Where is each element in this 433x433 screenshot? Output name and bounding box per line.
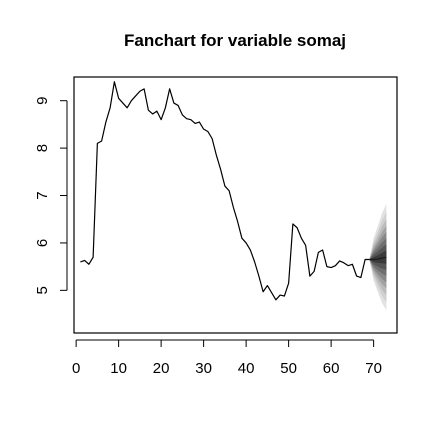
forecast-center-line [369, 256, 387, 261]
x-tick-label: 20 [153, 360, 170, 377]
y-tick-label: 7 [34, 191, 51, 199]
y-tick-label: 9 [34, 97, 51, 105]
plot-area [73, 76, 398, 334]
x-tick-label: 70 [365, 360, 382, 377]
chart-title: Fanchart for variable somaj [124, 31, 346, 50]
series-layer [80, 81, 370, 301]
forecast-fan [369, 204, 387, 311]
x-tick-label: 30 [195, 360, 212, 377]
y-tick-label: 8 [34, 144, 51, 152]
x-tick-label: 40 [238, 360, 255, 377]
series-line-0 [80, 81, 370, 301]
x-axis: 0 10 20 30 40 50 60 70 [72, 339, 382, 377]
x-tick-label: 50 [280, 360, 297, 377]
x-tick-label: 60 [323, 360, 340, 377]
x-tick-label: 10 [110, 360, 127, 377]
y-tick-label: 6 [34, 239, 51, 247]
x-tick-label: 0 [72, 360, 80, 377]
fan-band-10 [369, 250, 387, 264]
y-tick-label: 5 [34, 286, 51, 294]
y-axis: 5 6 7 8 9 [34, 97, 68, 295]
